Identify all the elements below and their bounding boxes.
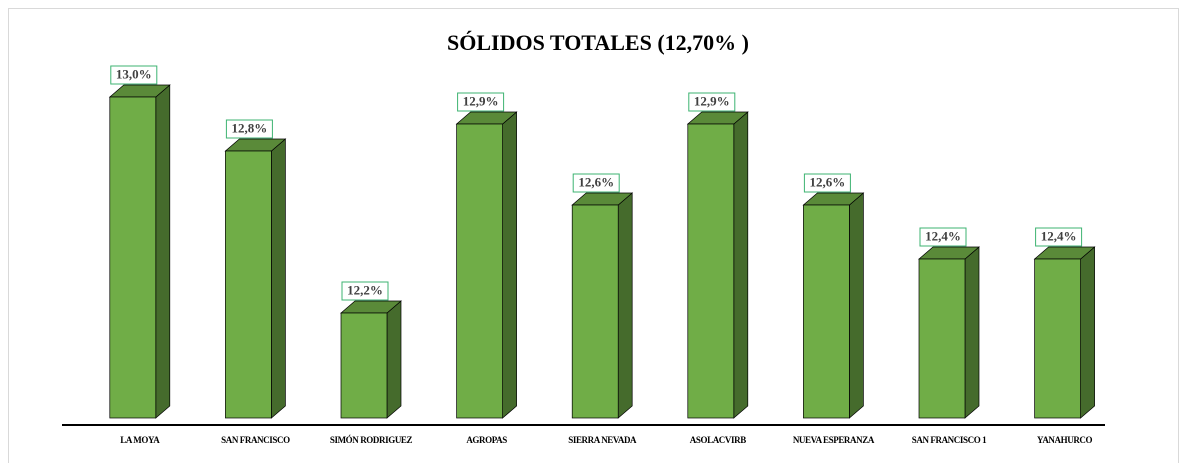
bar-side bbox=[1080, 246, 1095, 419]
x-tick-label: ASOLACVIRB bbox=[689, 435, 746, 445]
chart-title: SÓLIDOS TOTALES (12,70% ) bbox=[447, 30, 749, 55]
x-tick-label: SAN FRANCISCO bbox=[221, 435, 290, 445]
bar-front bbox=[340, 312, 388, 419]
value-label-box bbox=[110, 65, 158, 85]
bar-front bbox=[225, 150, 272, 419]
bar-side bbox=[386, 300, 402, 419]
bar-side bbox=[502, 111, 517, 419]
bar-side bbox=[617, 192, 633, 419]
value-label: 12,2% bbox=[347, 282, 383, 297]
value-label: 12,6% bbox=[810, 174, 846, 189]
bar-side bbox=[271, 138, 286, 419]
chart-frame bbox=[8, 8, 1179, 463]
x-tick-label: LA MOYA bbox=[120, 435, 160, 445]
value-label-box bbox=[341, 281, 389, 301]
value-label: 12,4% bbox=[1041, 228, 1077, 243]
bar bbox=[455, 111, 518, 419]
bar-side bbox=[733, 111, 749, 419]
value-label: 13,0% bbox=[116, 66, 152, 81]
bar-side bbox=[964, 246, 980, 419]
value-label: 12,4% bbox=[925, 228, 961, 243]
bar bbox=[571, 192, 634, 419]
value-label-box bbox=[688, 92, 736, 112]
value-label: 12,8% bbox=[232, 120, 268, 135]
bar bbox=[802, 192, 865, 419]
x-tick-label: SAN FRANCISCO 1 bbox=[911, 435, 987, 445]
value-label-box bbox=[457, 92, 505, 112]
value-label-box bbox=[225, 119, 273, 139]
value-label-box bbox=[572, 173, 620, 193]
bar bbox=[224, 138, 287, 419]
value-label-box bbox=[919, 227, 967, 247]
bar-front bbox=[456, 123, 503, 419]
bar-front bbox=[803, 204, 850, 419]
value-label: 12,9% bbox=[463, 93, 499, 108]
x-tick-label: SIERRA NEVADA bbox=[568, 435, 637, 445]
value-label: 12,6% bbox=[578, 174, 614, 189]
bar-side bbox=[155, 84, 171, 419]
bar-side bbox=[849, 192, 864, 419]
bar bbox=[340, 300, 402, 419]
x-tick-label: YANAHURCO bbox=[1037, 435, 1093, 445]
value-label: 12,9% bbox=[694, 93, 730, 108]
x-tick-label: SIMÓN RODRIGUEZ bbox=[329, 435, 413, 445]
bar-front bbox=[571, 204, 619, 419]
bar bbox=[108, 84, 171, 419]
bar-front bbox=[687, 123, 735, 419]
value-label-box bbox=[803, 173, 851, 193]
x-tick-label: NUEVA ESPERANZA bbox=[792, 435, 875, 445]
bar bbox=[918, 246, 980, 419]
value-label-box bbox=[1035, 227, 1083, 247]
bar-front bbox=[1034, 258, 1081, 419]
bar-front bbox=[109, 96, 157, 419]
bar bbox=[1033, 246, 1096, 419]
x-tick-label: AGROPAS bbox=[466, 435, 507, 445]
bar-front bbox=[918, 258, 966, 419]
bar bbox=[686, 111, 749, 419]
